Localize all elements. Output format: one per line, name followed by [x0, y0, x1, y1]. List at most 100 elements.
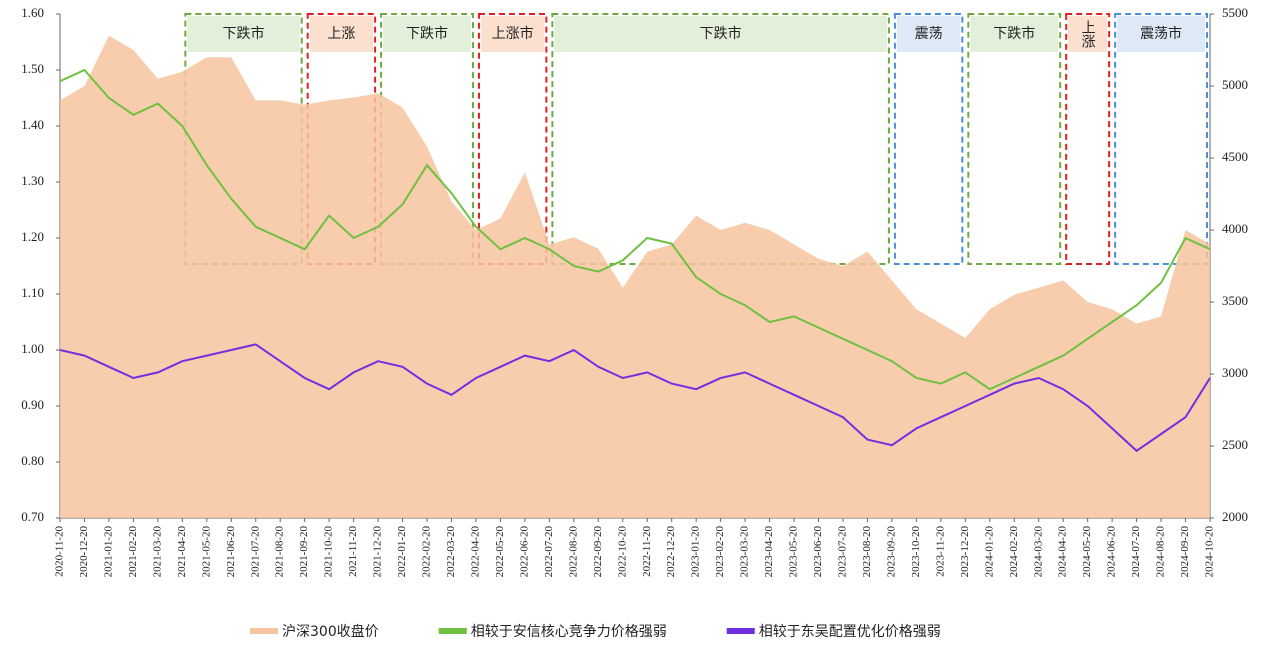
regime-label-bg: [554, 16, 887, 52]
regime-label: 下跌市: [223, 25, 265, 42]
y2-tick-label: 2000: [1222, 509, 1248, 524]
x-tick-label: 2021-08-20: [274, 526, 286, 578]
regime-label: 震荡: [915, 26, 943, 42]
regime-box: [1065, 13, 1111, 265]
x-tick-label: 2024-05-20: [1081, 526, 1093, 578]
y-tick-label: 1.40: [21, 117, 44, 132]
x-tick-label: 2022-11-20: [641, 526, 653, 577]
x-tick-label: 2024-10-20: [1204, 526, 1216, 578]
y2-tick-label: 5500: [1222, 5, 1248, 20]
line: [59, 68, 1211, 391]
x-tick-label: 2024-01-20: [983, 526, 995, 578]
regime-label: 下跌市: [993, 25, 1035, 42]
x-tick-label: 2023-03-20: [739, 526, 751, 578]
x-tick-label: 2022-08-20: [567, 526, 579, 578]
regime-label: 上涨: [327, 26, 355, 42]
regime-label: 下跌市: [406, 25, 448, 42]
legend: 沪深300收盘价 相较于安信核心竞争力价格强弱 相较于东吴配置优化价格强弱: [250, 623, 941, 640]
regime-box: [380, 13, 474, 265]
regime-label: 上涨市: [492, 25, 534, 42]
y2-tick-label: 3500: [1222, 293, 1248, 308]
x-tick-label: 2021-06-20: [225, 526, 237, 578]
regime-label: 上涨: [1080, 20, 1096, 48]
y-tick-label: 0.70: [21, 509, 44, 524]
y-tick-label: 0.90: [21, 397, 44, 412]
x-tick-label: 2021-10-20: [323, 526, 335, 578]
legend-swatch: [250, 628, 278, 634]
x-tick-label: 2021-04-20: [176, 526, 188, 578]
x-tick-label: 2023-07-20: [837, 526, 849, 578]
x-tick-label: 2023-06-20: [812, 526, 824, 578]
x-tick-label: 2024-08-20: [1155, 526, 1167, 578]
regime-label-bg: [480, 16, 545, 52]
regime-box: [893, 13, 964, 265]
x-tick-label: 2024-06-20: [1106, 526, 1118, 578]
x-tick-label: 2023-08-20: [861, 526, 873, 578]
regime-box: [1114, 13, 1209, 265]
y2-tick-label: 5000: [1222, 77, 1248, 92]
regime-label-bg: [1117, 16, 1205, 52]
regime-label-bg: [970, 16, 1059, 52]
x-tick-label: 2024-02-20: [1008, 526, 1020, 578]
x-tick-label: 2023-11-20: [934, 526, 946, 577]
regime-label-bg: [383, 16, 471, 52]
legend-label: 相较于东吴配置优化价格强弱: [759, 624, 941, 640]
y-tick-label: 1.20: [21, 229, 44, 244]
regime-box: [967, 13, 1062, 265]
x-tick-label: 2023-02-20: [714, 526, 726, 578]
y-tick-label: 1.00: [21, 341, 44, 356]
y2-tick-label: 4000: [1222, 221, 1248, 236]
y-tick-label: 1.60: [21, 5, 44, 20]
x-tick-label: 2022-10-20: [616, 526, 628, 578]
area: [60, 35, 1210, 518]
x-tick-label: 2024-07-20: [1130, 526, 1142, 578]
x-tick-label: 2022-09-20: [592, 526, 604, 578]
x-tick-label: 2023-09-20: [885, 526, 897, 578]
x-tick-label: 2023-12-20: [959, 526, 971, 578]
x-tick-label: 2022-01-20: [396, 526, 408, 578]
x-tick-label: 2021-12-20: [372, 526, 384, 578]
x-tick-label: 2020-11-20: [54, 526, 66, 577]
y-tick-label: 1.10: [21, 285, 44, 300]
x-tick-label: 2021-02-20: [127, 526, 139, 578]
x-tick-label: 2024-09-20: [1179, 526, 1191, 578]
x-tick-label: 2022-02-20: [421, 526, 433, 578]
regime-label-bg: [187, 16, 300, 52]
x-tick-label: 2022-12-20: [665, 526, 677, 578]
legend-label: 相较于安信核心竞争力价格强弱: [471, 623, 667, 640]
x-tick-label: 2023-05-20: [788, 526, 800, 578]
y-tick-label: 1.30: [21, 173, 44, 188]
x-tick-label: 2023-04-20: [763, 526, 775, 578]
line: [59, 343, 1211, 453]
x-tick-label: 2023-01-20: [690, 526, 702, 578]
y-tick-label: 1.50: [21, 61, 44, 76]
regime-label-bg: [896, 16, 961, 52]
y2-tick-label: 3000: [1222, 365, 1248, 380]
x-tick-label: 2022-06-20: [518, 526, 530, 578]
legend-label: 沪深300收盘价: [282, 623, 379, 640]
x-tick-label: 2022-03-20: [445, 526, 457, 578]
x-tick-label: 2021-09-20: [298, 526, 310, 578]
regime-label-bg: [309, 16, 374, 52]
x-tick-label: 2021-01-20: [102, 526, 114, 578]
x-tick-label: 2022-07-20: [543, 526, 555, 578]
x-tick-label: 2021-05-20: [200, 526, 212, 578]
x-tick-label: 2024-04-20: [1057, 526, 1069, 578]
x-tick-label: 2022-04-20: [469, 526, 481, 578]
x-tick-label: 2020-12-20: [78, 526, 90, 578]
legend-swatch: [438, 628, 467, 634]
x-tick-label: 2024-03-20: [1032, 526, 1044, 578]
x-tick-label: 2023-10-20: [910, 526, 922, 578]
regime-label: 下跌市: [700, 25, 742, 42]
y-tick-label: 0.80: [21, 453, 44, 468]
y2-tick-label: 4500: [1222, 149, 1248, 164]
x-tick-label: 2021-11-20: [347, 526, 359, 577]
x-tick-label: 2021-03-20: [151, 526, 163, 578]
x-tick-label: 2021-07-20: [249, 526, 261, 578]
regime-label-bg: [1068, 16, 1108, 52]
x-tick-label: 2022-05-20: [494, 526, 506, 578]
legend-swatch: [726, 628, 755, 634]
regime-label: 震荡市: [1140, 25, 1182, 42]
y2-tick-label: 2500: [1222, 437, 1248, 452]
